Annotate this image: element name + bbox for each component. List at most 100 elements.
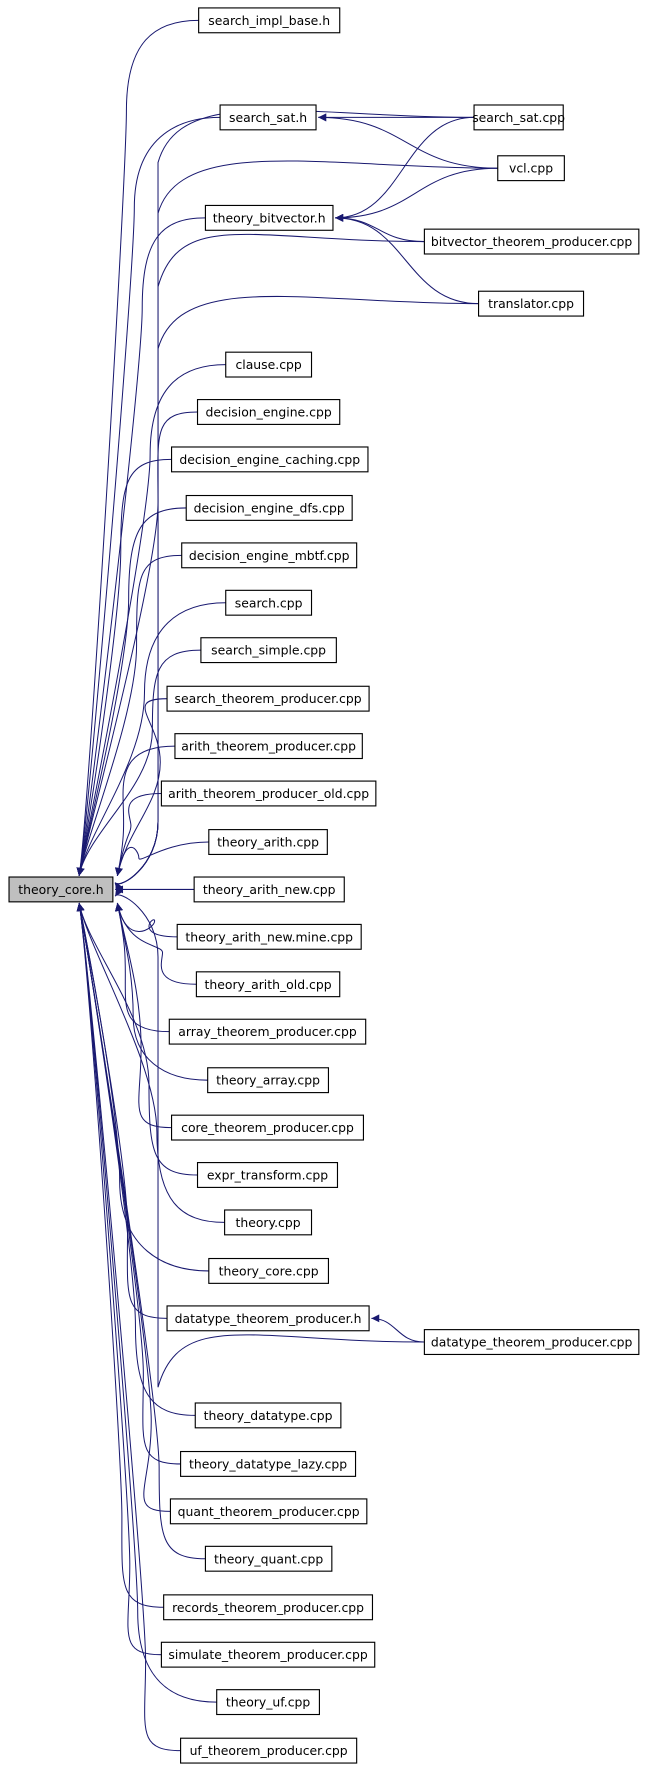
edge-simulate_theorem_producer.cpp-to-theory_core.h <box>76 902 162 1656</box>
node-decision-engine-mbtf-cpp[interactable]: decision_engine_mbtf.cpp <box>181 542 358 569</box>
node-uf-theorem-producer-cpp[interactable]: uf_theorem_producer.cpp <box>180 1737 358 1764</box>
node-box <box>204 1545 333 1572</box>
node-arith-theorem-producer-old-cpp[interactable]: arith_theorem_producer_old.cpp <box>160 780 377 807</box>
edge-search_sat.cpp-to-theory_bitvector.h <box>335 116 475 222</box>
edge-vcl.cpp-to-theory_bitvector.h <box>335 167 498 222</box>
node-theory-datatype-lazy-cpp[interactable]: theory_datatype_lazy.cpp <box>180 1450 357 1477</box>
node-theory-core-cpp[interactable]: theory_core.cpp <box>208 1257 330 1284</box>
node-label: records_theorem_producer.cpp <box>172 1600 364 1615</box>
node-theory-arith-cpp[interactable]: theory_arith.cpp <box>208 829 328 856</box>
node-box <box>180 1737 358 1764</box>
node-label: theory_datatype.cpp <box>204 1408 333 1423</box>
edge-uf_theorem_producer.cpp-to-theory_core.h <box>76 902 181 1752</box>
node-box <box>174 733 363 760</box>
node-box <box>200 637 337 664</box>
node-box <box>160 780 377 807</box>
node-box <box>423 1329 640 1356</box>
edge-datatype_theorem_producer.h-to-theory_core.h <box>76 902 168 1319</box>
edge-vcl.cpp-to-theory_core.h <box>114 160 498 892</box>
node-translator-cpp[interactable]: translator.cpp <box>478 290 585 317</box>
node-theory-quant-cpp[interactable]: theory_quant.cpp <box>204 1545 333 1572</box>
node-theory-datatype-cpp[interactable]: theory_datatype.cpp <box>194 1402 342 1429</box>
node-box <box>195 971 341 998</box>
edge-decision_engine_dfs.cpp-to-theory_core.h <box>76 507 187 876</box>
node-theory-arith-new-mine-cpp[interactable]: theory_arith_new.mine.cpp <box>176 923 362 950</box>
node-label: decision_engine_caching.cpp <box>179 452 360 467</box>
node-simulate-theorem-producer-cpp[interactable]: simulate_theorem_producer.cpp <box>160 1641 376 1668</box>
node-box <box>193 876 345 903</box>
edge-translator.cpp-to-theory_core.h <box>114 295 479 892</box>
node-box <box>176 923 362 950</box>
edge-arith_theorem_producer_old.cpp-to-theory_core.h <box>115 792 162 876</box>
node-theory-bitvector-h[interactable]: theory_bitvector.h <box>204 204 334 231</box>
node-quant-theorem-producer-cpp[interactable]: quant_theorem_producer.cpp <box>169 1498 368 1525</box>
node-label: theory_uf.cpp <box>226 1695 311 1710</box>
edge-theory_arith_old.cpp-to-theory_core.h <box>115 902 197 985</box>
node-theory-cpp[interactable]: theory.cpp <box>224 1209 313 1236</box>
node-array-theorem-producer-cpp[interactable]: array_theorem_producer.cpp <box>168 1018 367 1045</box>
node-bitvector-theorem-producer-cpp[interactable]: bitvector_theorem_producer.cpp <box>423 228 640 255</box>
edge-theory_arith.cpp-to-theory_core.h <box>115 841 209 876</box>
node-core-theorem-producer-cpp[interactable]: core_theorem_producer.cpp <box>170 1114 365 1141</box>
node-theory-arith-old-cpp[interactable]: theory_arith_old.cpp <box>195 971 341 998</box>
node-label: theory_arith_new.cpp <box>203 882 336 897</box>
node-label: arith_theorem_producer_old.cpp <box>168 786 369 801</box>
node-clause-cpp[interactable]: clause.cpp <box>225 351 313 378</box>
edge-search_impl_base.h-to-theory_core.h <box>76 19 199 876</box>
edge-vcl.cpp-to-search_sat.h <box>318 113 498 169</box>
node-decision-engine-dfs-cpp[interactable]: decision_engine_dfs.cpp <box>185 494 353 521</box>
node-label: quant_theorem_producer.cpp <box>178 1504 360 1519</box>
edge-theory_quant.cpp-to-theory_core.h <box>76 902 206 1560</box>
node-search-impl-base-h[interactable]: search_impl_base.h <box>198 7 341 34</box>
node-label: theory_quant.cpp <box>214 1551 323 1566</box>
edge-theory_array.cpp-to-theory_core.h <box>115 902 208 1081</box>
node-theory-uf-cpp[interactable]: theory_uf.cpp <box>216 1689 320 1716</box>
node-box <box>224 1209 313 1236</box>
node-search-sat-h[interactable]: search_sat.h <box>219 104 317 131</box>
node-label: bitvector_theorem_producer.cpp <box>431 234 633 249</box>
node-label: datatype_theorem_producer.h <box>175 1311 362 1326</box>
node-box <box>8 876 114 903</box>
node-arith-theorem-producer-cpp[interactable]: arith_theorem_producer.cpp <box>174 733 363 760</box>
node-theory-core-h[interactable]: theory_core.h <box>8 876 114 903</box>
node-theory-array-cpp[interactable]: theory_array.cpp <box>207 1067 330 1094</box>
node-records-theorem-producer-cpp[interactable]: records_theorem_producer.cpp <box>163 1594 374 1621</box>
node-datatype-theorem-producer-cpp[interactable]: datatype_theorem_producer.cpp <box>423 1329 640 1356</box>
node-label: simulate_theorem_producer.cpp <box>168 1647 367 1662</box>
node-box <box>166 685 370 712</box>
edge-arith_theorem_producer.cpp-to-theory_core.h <box>115 745 175 876</box>
edge-datatype_theorem_producer.cpp-to-theory_core.h <box>114 887 425 1388</box>
node-label: datatype_theorem_producer.cpp <box>431 1335 633 1350</box>
node-expr-transform-cpp[interactable]: expr_transform.cpp <box>196 1162 339 1188</box>
edges <box>76 19 498 1752</box>
edge-bitvector_theorem_producer.cpp-to-theory_bitvector.h <box>335 213 425 243</box>
node-box <box>219 104 317 131</box>
node-box <box>169 1498 368 1525</box>
node-label: decision_engine.cpp <box>206 405 332 420</box>
node-box <box>194 1402 342 1429</box>
node-box <box>497 155 565 182</box>
node-search-theorem-producer-cpp[interactable]: search_theorem_producer.cpp <box>166 685 370 712</box>
node-search-cpp[interactable]: search.cpp <box>225 589 313 616</box>
edge-search.cpp-to-theory_core.h <box>76 602 226 876</box>
node-label: vcl.cpp <box>509 161 553 176</box>
node-box <box>181 542 358 569</box>
node-search-sat-cpp[interactable]: search_sat.cpp <box>472 104 565 131</box>
node-box <box>478 290 585 317</box>
node-datatype-theorem-producer-h[interactable]: datatype_theorem_producer.h <box>166 1305 370 1332</box>
node-label: theory_datatype_lazy.cpp <box>189 1456 347 1471</box>
node-decision-engine-cpp[interactable]: decision_engine.cpp <box>196 399 341 425</box>
node-theory-arith-new-cpp[interactable]: theory_arith_new.cpp <box>193 876 345 903</box>
node-label: decision_engine_mbtf.cpp <box>189 548 350 563</box>
node-label: theory_core.cpp <box>219 1263 319 1278</box>
node-search-simple-cpp[interactable]: search_simple.cpp <box>200 637 337 664</box>
edge-translator.cpp-to-theory_bitvector.h <box>335 213 479 305</box>
edge-search_simple.cpp-to-theory_core.h <box>76 649 201 876</box>
node-vcl-cpp[interactable]: vcl.cpp <box>497 155 565 182</box>
node-label: translator.cpp <box>488 296 574 311</box>
node-box <box>198 7 341 34</box>
node-label: uf_theorem_producer.cpp <box>190 1743 348 1758</box>
node-decision-engine-caching-cpp[interactable]: decision_engine_caching.cpp <box>170 446 369 473</box>
node-label: search_impl_base.h <box>208 13 330 28</box>
